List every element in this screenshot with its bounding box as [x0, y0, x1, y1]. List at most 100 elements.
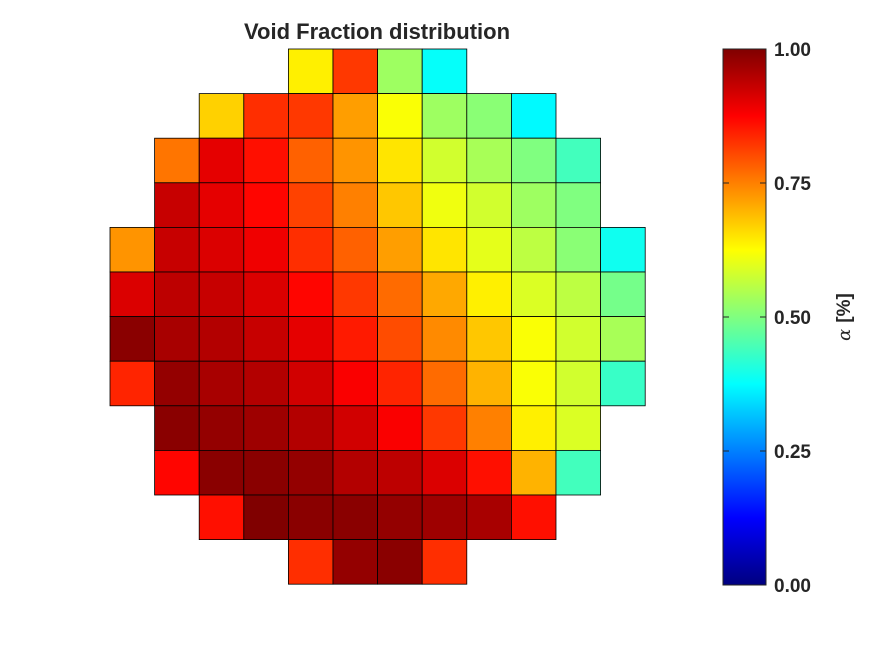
heatmap-cell — [510, 93, 557, 139]
heatmap-cell — [109, 360, 155, 407]
heatmap-cell — [332, 405, 378, 451]
heatmap-cell — [466, 93, 512, 139]
heatmap-cell — [421, 405, 468, 451]
heatmap-cell — [332, 226, 378, 273]
heatmap-cell — [466, 405, 512, 451]
heatmap-cell — [287, 539, 334, 585]
heatmap-cell — [421, 539, 468, 585]
heatmap-cell — [555, 271, 601, 317]
heatmap-cell — [421, 48, 468, 94]
heatmap-cell — [377, 48, 423, 94]
heatmap-cell — [154, 360, 200, 407]
heatmap-cell — [510, 137, 557, 184]
heatmap-cell — [109, 226, 155, 273]
heatmap-cell — [421, 182, 468, 228]
heatmap-cell — [243, 494, 289, 540]
heatmap-cell — [154, 316, 200, 362]
heatmap-cell — [287, 316, 334, 362]
heatmap-cell — [421, 449, 468, 496]
heatmap-cell — [377, 360, 423, 407]
heatmap-cell — [466, 137, 512, 184]
heatmap-cell — [243, 449, 289, 496]
heatmap-cell — [243, 316, 289, 362]
heatmap-cell — [198, 494, 245, 540]
heatmap-cell — [510, 449, 557, 496]
heatmap-cell — [287, 137, 334, 184]
heatmap-cell — [600, 226, 646, 273]
colorbar-tick-label: 1.00 — [774, 40, 811, 61]
heatmap-cell — [243, 182, 289, 228]
heatmap-cell — [555, 449, 601, 496]
heatmap-cell — [287, 494, 334, 540]
heatmap-grid — [109, 48, 646, 585]
heatmap-cell — [555, 360, 601, 407]
heatmap-cell — [154, 226, 200, 273]
heatmap-cell — [510, 226, 557, 273]
heatmap-cell — [555, 226, 601, 273]
heatmap-cell — [377, 449, 423, 496]
heatmap-cell — [287, 405, 334, 451]
heatmap-cell — [421, 137, 468, 184]
heatmap-cell — [332, 449, 378, 496]
heatmap-cell — [243, 93, 289, 139]
heatmap-cell — [555, 316, 601, 362]
heatmap-cell — [332, 316, 378, 362]
heatmap-cell — [466, 182, 512, 228]
colorbar-label-unit: [%] — [834, 293, 855, 323]
heatmap-cell — [332, 137, 378, 184]
colorbar: 0.00 0.25 0.50 0.75 1.00 α [%] — [722, 40, 855, 597]
colorbar-tick-label: 0.00 — [774, 576, 811, 597]
heatmap-cell — [198, 316, 245, 362]
heatmap-cell — [377, 226, 423, 273]
heatmap-cell — [421, 360, 468, 407]
heatmap-cell — [198, 226, 245, 273]
heatmap-cell — [466, 271, 512, 317]
colorbar-label-symbol: α — [834, 329, 855, 341]
heatmap-cell — [421, 93, 468, 139]
heatmap-cell — [198, 93, 245, 139]
heatmap-cell — [466, 494, 512, 540]
heatmap-cell — [377, 271, 423, 317]
heatmap-cell — [510, 494, 557, 540]
heatmap-cell — [600, 316, 646, 362]
heatmap-cell — [287, 182, 334, 228]
heatmap-cell — [287, 48, 334, 94]
heatmap-cell — [555, 137, 601, 184]
heatmap-cell — [154, 449, 200, 496]
colorbar-gradient — [722, 48, 767, 586]
heatmap-cell — [377, 182, 423, 228]
heatmap-cell — [421, 316, 468, 362]
heatmap-cell — [243, 405, 289, 451]
colorbar-label: α [%] — [834, 293, 855, 341]
heatmap-cell — [243, 137, 289, 184]
heatmap-cell — [332, 48, 378, 94]
heatmap-cell — [198, 360, 245, 407]
heatmap-cell — [510, 182, 557, 228]
heatmap-cell — [109, 271, 155, 317]
heatmap-cell — [510, 405, 557, 451]
colorbar-ticks: 0.00 0.25 0.50 0.75 1.00 — [723, 40, 811, 597]
colorbar-tick-label: 0.50 — [774, 308, 811, 329]
heatmap-cell — [377, 93, 423, 139]
heatmap-cell — [243, 360, 289, 407]
heatmap-cell — [332, 271, 378, 317]
heatmap-cell — [243, 271, 289, 317]
heatmap-cell — [198, 182, 245, 228]
heatmap-cell — [198, 449, 245, 496]
heatmap-cell — [287, 226, 334, 273]
heatmap-cell — [154, 405, 200, 451]
heatmap-cell — [377, 539, 423, 585]
svg-text:α[%]: α [%] — [834, 293, 855, 341]
colorbar-tick-label: 0.25 — [774, 442, 811, 463]
heatmap-cell — [377, 137, 423, 184]
chart-title: Void Fraction distribution — [244, 19, 510, 44]
heatmap-cell — [332, 539, 378, 585]
heatmap-cell — [243, 226, 289, 273]
heatmap-cell — [421, 494, 468, 540]
heatmap-cell — [198, 405, 245, 451]
heatmap-cell — [377, 405, 423, 451]
heatmap-cell — [287, 360, 334, 407]
heatmap-cell — [510, 360, 557, 407]
heatmap-cell — [198, 271, 245, 317]
heatmap-cell — [154, 271, 200, 317]
